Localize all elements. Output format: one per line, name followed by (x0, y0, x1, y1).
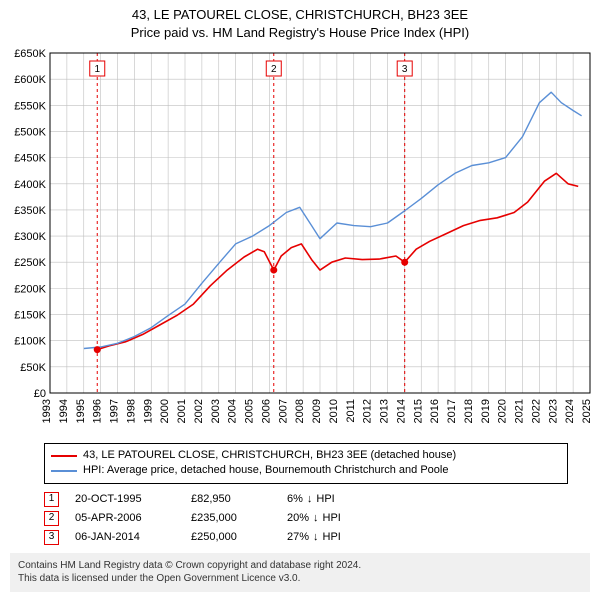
svg-text:£50K: £50K (20, 362, 46, 374)
svg-text:2: 2 (271, 64, 277, 75)
svg-text:1: 1 (94, 64, 100, 75)
svg-text:1994: 1994 (58, 399, 70, 423)
event-pct-2: 20% ↓ HPI (287, 512, 377, 524)
event-date-2: 05-APR-2006 (75, 512, 175, 524)
svg-text:2016: 2016 (429, 399, 441, 423)
event-marker-3: 3 (44, 530, 59, 545)
svg-text:2000: 2000 (159, 399, 171, 423)
svg-text:1998: 1998 (125, 399, 137, 423)
event-pct-val-1: 6% (287, 493, 303, 505)
svg-text:2025: 2025 (581, 399, 593, 423)
legend-item-price-paid: 43, LE PATOUREL CLOSE, CHRISTCHURCH, BH2… (51, 448, 561, 463)
svg-text:£450K: £450K (14, 153, 46, 165)
event-date-1: 20-OCT-1995 (75, 493, 175, 505)
svg-text:2013: 2013 (379, 399, 391, 423)
event-pct-1: 6% ↓ HPI (287, 493, 377, 505)
svg-text:2004: 2004 (227, 399, 239, 423)
svg-text:3: 3 (402, 64, 408, 75)
event-pct-val-2: 20% (287, 512, 309, 524)
svg-text:2018: 2018 (463, 399, 475, 423)
svg-text:£300K: £300K (14, 231, 46, 243)
svg-text:2005: 2005 (244, 399, 256, 423)
svg-text:2010: 2010 (328, 399, 340, 423)
svg-text:1995: 1995 (75, 399, 87, 423)
svg-text:2024: 2024 (564, 399, 576, 423)
svg-text:£200K: £200K (14, 283, 46, 295)
svg-text:2021: 2021 (514, 399, 526, 423)
svg-text:£650K: £650K (14, 48, 46, 60)
svg-text:£400K: £400K (14, 179, 46, 191)
svg-text:£100K: £100K (14, 336, 46, 348)
svg-text:2014: 2014 (395, 399, 407, 423)
footer-line2: This data is licensed under the Open Gov… (18, 572, 582, 586)
event-date-3: 06-JAN-2014 (75, 531, 175, 543)
legend-box: 43, LE PATOUREL CLOSE, CHRISTCHURCH, BH2… (44, 443, 568, 484)
event-price-3: £250,000 (191, 531, 271, 543)
svg-text:2001: 2001 (176, 399, 188, 423)
chart-area: 1 2 3 £0 £50K £100K £150K £200K £250K £300K £350K £… (0, 41, 600, 441)
footer-line1: Contains HM Land Registry data © Crown c… (18, 559, 582, 573)
svg-text:2003: 2003 (210, 399, 222, 423)
svg-text:1993: 1993 (41, 399, 53, 423)
svg-text:1999: 1999 (142, 399, 154, 423)
svg-text:£250K: £250K (14, 257, 46, 269)
chart-title: 43, LE PATOUREL CLOSE, CHRISTCHURCH, BH2… (0, 0, 600, 41)
svg-text:2008: 2008 (294, 399, 306, 423)
event-marker-1: 1 (44, 492, 59, 507)
title-line1: 43, LE PATOUREL CLOSE, CHRISTCHURCH, BH2… (0, 6, 600, 24)
arrow-down-icon: ↓ (313, 531, 319, 543)
svg-text:£550K: £550K (14, 100, 46, 112)
svg-text:£0: £0 (34, 388, 46, 400)
svg-text:2019: 2019 (480, 399, 492, 423)
title-line2: Price paid vs. HM Land Registry's House … (0, 24, 600, 42)
svg-text:2015: 2015 (412, 399, 424, 423)
legend-item-hpi: HPI: Average price, detached house, Bour… (51, 463, 561, 478)
event-table: 1 20-OCT-1995 £82,950 6% ↓ HPI 2 05-APR-… (44, 490, 568, 547)
svg-text:1996: 1996 (92, 399, 104, 423)
event-marker-2: 2 (44, 511, 59, 526)
svg-text:£600K: £600K (14, 74, 46, 86)
chart-svg: 1 2 3 £0 £50K £100K £150K £200K £250K £300K £350K £… (0, 41, 600, 441)
svg-text:2022: 2022 (530, 399, 542, 423)
legend-label-1: 43, LE PATOUREL CLOSE, CHRISTCHURCH, BH2… (83, 448, 456, 463)
svg-text:2009: 2009 (311, 399, 323, 423)
event-vs-3: HPI (323, 531, 341, 543)
event-row-3: 3 06-JAN-2014 £250,000 27% ↓ HPI (44, 528, 568, 547)
svg-text:£350K: £350K (14, 205, 46, 217)
event-row-2: 2 05-APR-2006 £235,000 20% ↓ HPI (44, 509, 568, 528)
svg-text:2006: 2006 (260, 399, 272, 423)
event-vs-1: HPI (316, 493, 334, 505)
arrow-down-icon: ↓ (313, 512, 319, 524)
svg-text:2020: 2020 (497, 399, 509, 423)
svg-text:2017: 2017 (446, 399, 458, 423)
arrow-down-icon: ↓ (307, 493, 313, 505)
event-pct-3: 27% ↓ HPI (287, 531, 377, 543)
event-vs-2: HPI (323, 512, 341, 524)
svg-text:2023: 2023 (547, 399, 559, 423)
event-price-1: £82,950 (191, 493, 271, 505)
legend-label-2: HPI: Average price, detached house, Bour… (83, 463, 448, 478)
footer-note: Contains HM Land Registry data © Crown c… (10, 553, 590, 592)
event-price-2: £235,000 (191, 512, 271, 524)
svg-text:£500K: £500K (14, 127, 46, 139)
svg-text:2011: 2011 (345, 399, 357, 423)
svg-text:1997: 1997 (109, 399, 121, 423)
svg-text:2002: 2002 (193, 399, 205, 423)
event-pct-val-3: 27% (287, 531, 309, 543)
event-row-1: 1 20-OCT-1995 £82,950 6% ↓ HPI (44, 490, 568, 509)
svg-text:2007: 2007 (277, 399, 289, 423)
legend-swatch-2 (51, 470, 77, 472)
svg-text:2012: 2012 (362, 399, 374, 423)
svg-text:£150K: £150K (14, 310, 46, 322)
legend-swatch-1 (51, 455, 77, 457)
